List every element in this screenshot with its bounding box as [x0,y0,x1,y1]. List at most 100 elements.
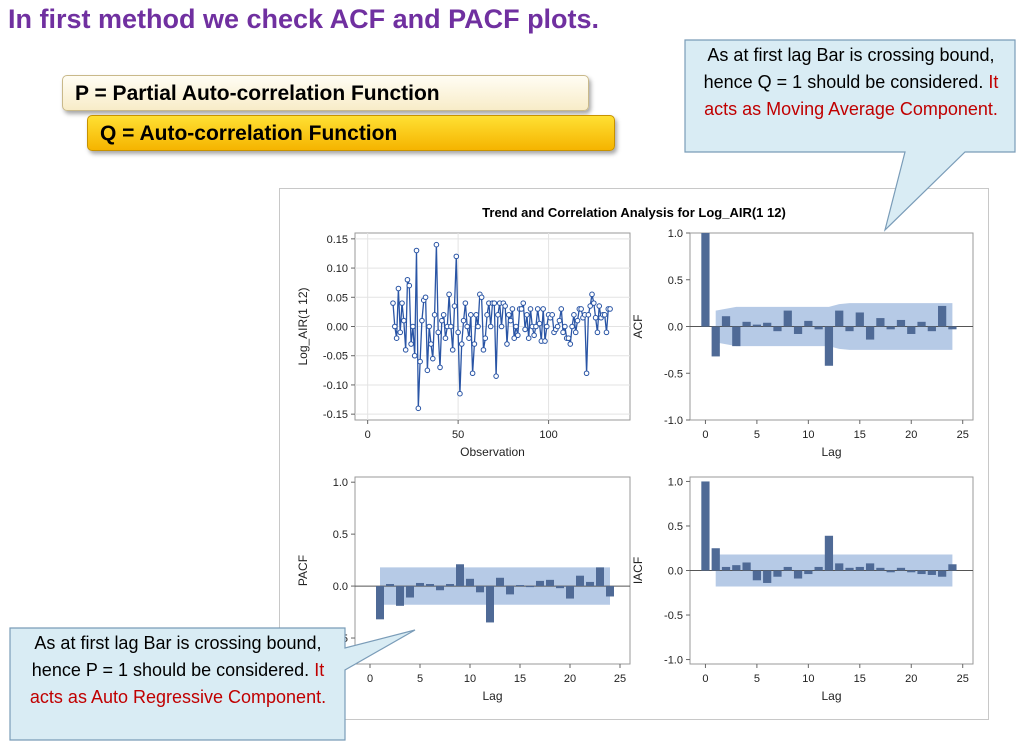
acf-bar [804,320,813,327]
acf-callout-black: As at first lag Bar is crossing bound, h… [703,45,995,92]
series-point [451,303,458,309]
series-point [442,335,449,341]
series-point [419,317,425,324]
acf-bar [927,326,936,332]
acf-callout-red: It acts as Moving Average Component. [704,72,999,119]
series-point [513,323,519,330]
chart-title: Trend and Correlation Analysis for Log_A… [482,205,786,220]
pacf-bar [596,567,604,587]
pacf-bar [376,586,384,620]
acf-bar [835,310,844,327]
series-point [525,335,532,341]
series-point [601,312,608,318]
series-point [572,329,579,336]
iacf-bar [927,570,936,575]
series-point [455,329,461,336]
iacf-xtick-label: 25 [957,673,969,685]
pacf-xtick-label: 10 [464,673,476,685]
series-point [549,312,556,318]
iacf-bar [721,566,731,571]
series-ytick-label: -0.10 [323,380,348,392]
series-point [533,323,539,330]
acf-bar [845,326,854,332]
pacf-bar [476,586,484,593]
series-point [408,341,414,347]
acf-bar [917,321,926,327]
pacf-ytick-label: 0.5 [333,529,348,541]
pacf-bar [606,586,614,597]
series-point [413,247,420,254]
iacf-bar [773,570,782,577]
pacf-ytick-label: 1.0 [333,477,348,489]
pacf-bar [436,586,444,591]
pacf-bar [416,582,424,587]
series-point [484,312,490,318]
iacf-bar [845,567,854,571]
acf-bar [876,318,885,327]
series-point [395,285,402,292]
pacf-panel [351,476,631,668]
series-ytick-label: -0.15 [323,409,348,421]
series-point [515,332,521,339]
acf-callout-text: As at first lag Bar is crossing bound, h… [698,42,1004,123]
series-point [518,306,525,312]
acf-ytick-label: 0.5 [668,275,683,287]
series-point [402,347,409,353]
series-point [433,241,440,248]
series-point [520,300,527,306]
series-point [527,306,534,312]
acf-bar [814,326,823,330]
iacf-ytick-label: -0.5 [664,610,683,622]
series-ylabel: Log_AIR(1 12) [296,287,310,365]
series-point [596,303,603,309]
iacf-xtick-label: 20 [905,673,917,685]
pacf-xtick-label: 5 [417,673,423,685]
series-point [457,390,463,397]
pacf-bar [426,584,434,587]
iacf-bar [804,570,813,575]
iacf-bar [948,564,957,571]
pacf-bar [506,586,514,595]
series-point [399,300,405,306]
iacf-xtick-label: 5 [754,673,760,685]
pacf-callout-red: It acts as Auto Regressive Component. [29,660,327,707]
series-point [567,341,574,347]
acf-bar [948,326,957,330]
pacf-xtick-label: 15 [514,673,526,685]
series-point [574,317,581,324]
acf-ylabel: ACF [631,315,645,339]
series-point [502,303,508,309]
series-point [397,329,404,336]
series-point [469,370,476,377]
series-point [536,320,543,327]
iacf-bar [701,481,710,571]
iacf-bar [814,566,823,571]
series-point [401,317,407,324]
series-point [558,306,565,312]
acf-ytick-label: 1.0 [668,228,683,240]
series-point [473,312,480,318]
series-point [392,323,398,330]
pacf-bar [406,586,414,598]
acf-bar [732,326,741,347]
acf-bar [742,321,751,327]
pacf-xlabel: Lag [482,689,502,703]
iacf-xlabel: Lag [821,689,841,703]
series-point [585,312,592,318]
pacf-bar [556,586,564,589]
series-point [607,306,613,312]
series-ytick-label: 0.15 [327,234,348,246]
series-point [507,317,514,324]
acf-xlabel: Lag [821,445,841,459]
acf-bar [886,326,895,330]
acf-ytick-label: 0.0 [668,322,683,334]
series-point [591,300,597,306]
pacf-bar [526,586,534,588]
series-xtick-label: 0 [365,429,371,441]
iacf-ytick-label: 1.0 [668,476,683,488]
series-ytick-label: -0.05 [323,351,348,363]
series-point [462,300,469,306]
series-point [565,335,572,341]
acf-bar [793,326,803,334]
iacf-bar [752,570,762,581]
